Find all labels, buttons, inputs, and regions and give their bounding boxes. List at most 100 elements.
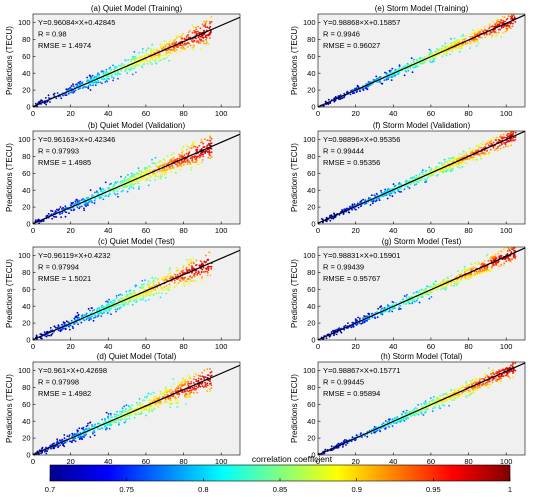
scatter-point [479, 268, 481, 271]
scatter-point [143, 176, 146, 179]
scatter-point [201, 375, 204, 378]
scatter-point [394, 74, 397, 76]
scatter-point [462, 161, 465, 164]
scatter-point [132, 181, 135, 184]
scatter-point [190, 147, 193, 150]
scatter-point [445, 283, 448, 286]
scatter-point [501, 15, 504, 18]
scatter-point [118, 299, 121, 301]
x-tick-label: 0 [316, 226, 320, 235]
scatter-point [463, 38, 466, 41]
scatter-point [140, 60, 143, 63]
scatter-point [369, 204, 372, 206]
scatter-point [144, 299, 147, 302]
scatter-point [72, 437, 75, 440]
scatter-point [369, 81, 372, 83]
scatter-point [151, 276, 154, 279]
scatter-point [195, 26, 197, 29]
y-tick-label: 60 [307, 285, 315, 294]
scatter-point [127, 295, 130, 298]
scatter-point [452, 280, 455, 283]
scatter-point [138, 295, 141, 297]
scatter-point [141, 279, 144, 282]
scatter-point [182, 155, 185, 158]
scatter-point [81, 198, 84, 200]
scatter-point [91, 315, 93, 318]
scatter-point [210, 384, 213, 387]
scatter-point [441, 55, 444, 58]
scatter-point [189, 163, 192, 166]
scatter-point [134, 182, 137, 185]
scatter-point [341, 97, 344, 99]
scatter-point [111, 416, 114, 419]
scatter-point [154, 288, 157, 290]
scatter-point [138, 169, 141, 172]
scatter-point [195, 33, 198, 36]
scatter-point [428, 170, 431, 173]
scatter-point [182, 377, 184, 380]
scatter-point [99, 312, 102, 315]
scatter-point [201, 159, 204, 161]
scatter-point [419, 59, 421, 61]
scatter-point [168, 59, 171, 62]
scatter-point [167, 43, 170, 45]
scatter-point [150, 408, 153, 411]
scatter-point [163, 173, 166, 176]
scatter-point [184, 382, 186, 385]
scatter-point [338, 98, 340, 101]
scatter-point [144, 279, 146, 282]
scatter-point [85, 425, 88, 428]
scatter-point [46, 100, 49, 103]
scatter-point [199, 27, 202, 30]
scatter-point [514, 257, 517, 260]
scatter-point [161, 292, 163, 295]
scatter-point [92, 84, 94, 87]
scatter-point [370, 194, 373, 197]
scatter-point [162, 395, 165, 398]
scatter-point [142, 177, 144, 180]
scatter-point [76, 312, 79, 314]
scatter-point [206, 274, 209, 277]
scatter-point [94, 316, 97, 319]
scatter-point [469, 152, 472, 155]
scatter-point [76, 318, 79, 320]
scatter-point [157, 175, 160, 178]
scatter-point [405, 297, 408, 300]
scatter-point [209, 274, 212, 277]
scatter-point [173, 49, 175, 51]
scatter-point [152, 405, 155, 408]
scatter-point [376, 316, 379, 319]
scatter-point [185, 258, 188, 261]
scatter-point [481, 269, 484, 271]
scatter-point [204, 138, 206, 141]
scatter-point [462, 150, 465, 153]
scatter-point [114, 308, 117, 311]
scatter-point [209, 154, 212, 157]
scatter-point [174, 390, 177, 393]
scatter-point [349, 206, 351, 209]
scatter-point [206, 384, 209, 387]
scatter-point [89, 421, 92, 424]
scatter-point [457, 270, 459, 272]
scatter-point [337, 95, 340, 98]
scatter-point [461, 269, 464, 272]
scatter-point [423, 60, 426, 63]
scatter-point [151, 56, 153, 58]
scatter-point [146, 293, 149, 296]
scatter-point [500, 143, 503, 146]
scatter-point [145, 295, 147, 297]
scatter-point [209, 375, 212, 378]
scatter-point [172, 383, 175, 385]
scatter-point [121, 180, 123, 182]
scatter-point [210, 265, 213, 268]
scatter-point [134, 293, 136, 296]
scatter-point [453, 41, 456, 44]
scatter-point [145, 179, 148, 182]
scatter-point [195, 378, 197, 381]
scatter-point [143, 167, 146, 170]
scatter-point [123, 186, 126, 189]
scatter-point [123, 418, 126, 420]
scatter-point [362, 198, 365, 201]
scatter-point [495, 33, 498, 36]
scatter-point [201, 141, 204, 144]
